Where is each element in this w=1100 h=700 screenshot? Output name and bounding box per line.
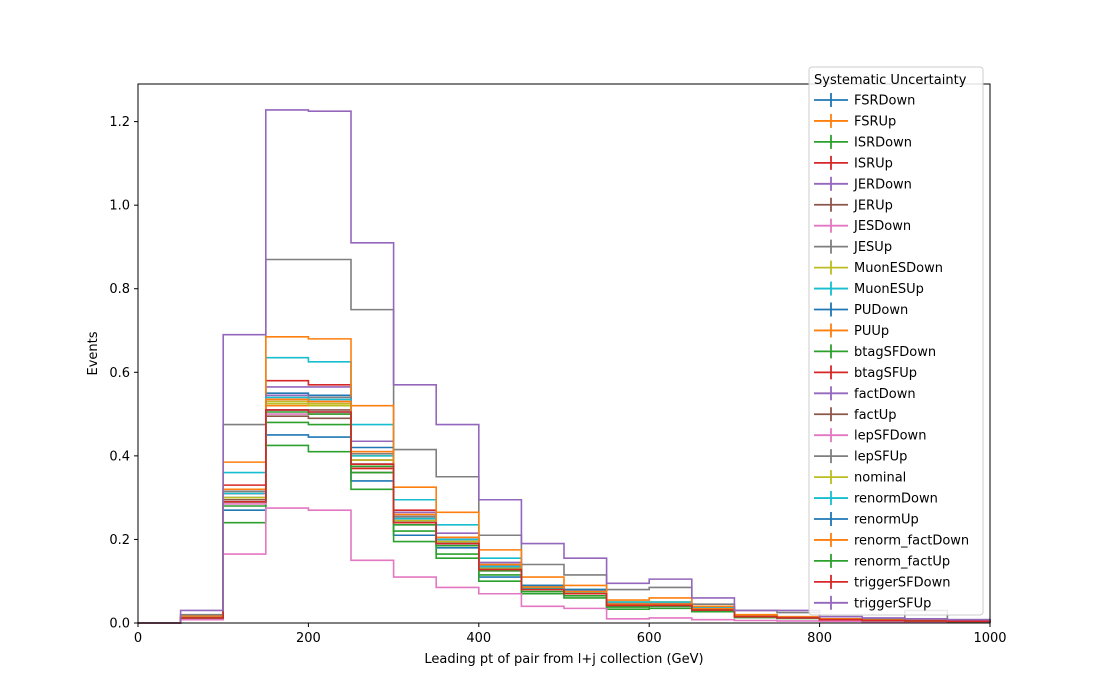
- legend-label: JESDown: [853, 219, 911, 234]
- y-axis-label: Events: [86, 331, 101, 375]
- y-tick-label: 0.4: [109, 449, 130, 464]
- legend-label: btagSFUp: [854, 366, 917, 381]
- legend-box: [808, 66, 984, 616]
- legend-label: JERDown: [853, 177, 912, 192]
- legend-label: renorm_factDown: [854, 533, 969, 548]
- legend-label: renorm_factUp: [854, 554, 950, 569]
- legend-label: renormUp: [854, 513, 919, 528]
- legend-label: triggerSFUp: [854, 596, 931, 611]
- legend: Systematic Uncertainty FSRDown FSRUp ISRDo…: [808, 66, 984, 616]
- y-tick-label: 1.2: [109, 115, 130, 130]
- legend-label: FSRUp: [854, 114, 896, 129]
- x-tick-label: 1000: [973, 631, 1006, 646]
- y-tick-label: 0.2: [109, 533, 130, 548]
- series-steps: [138, 109, 991, 624]
- legend-label: ISRDown: [854, 135, 912, 150]
- legend-label: JERUp: [853, 198, 893, 213]
- legend-label: MuonESUp: [854, 282, 924, 297]
- series-triggerSFDown: [138, 409, 991, 624]
- legend-label: PUUp: [854, 324, 889, 339]
- legend-label: triggerSFDown: [854, 575, 950, 590]
- y-tick-label: 0.6: [109, 366, 130, 381]
- x-tick-label: 0: [134, 631, 142, 646]
- legend-label: FSRDown: [854, 94, 915, 109]
- legend-label: renormDown: [854, 492, 938, 507]
- plot-frame: [137, 83, 991, 624]
- legend-label: factUp: [854, 408, 897, 423]
- x-axis-label: Leading pt of pair from l+j collection (…: [424, 652, 703, 667]
- x-tick-label: 200: [296, 631, 321, 646]
- legend-label: nominal: [854, 471, 906, 486]
- legend-label: factDown: [854, 387, 916, 402]
- y-tick-label: 0.8: [109, 282, 130, 297]
- legend-label: JESUp: [853, 240, 892, 255]
- x-tick-label: 600: [637, 631, 662, 646]
- y-tick-label: 0.0: [109, 617, 130, 632]
- legend-label: ISRUp: [854, 156, 893, 171]
- legend-items: FSRDown FSRUp ISRDown ISRUp JERDown JERUp JESD…: [814, 93, 969, 611]
- legend-label: MuonESDown: [854, 261, 943, 276]
- y-tick-label: 1.0: [109, 199, 130, 214]
- x-tick-label: 800: [807, 631, 832, 646]
- legend-label: lepSFUp: [854, 450, 907, 465]
- legend-label: btagSFDown: [854, 345, 936, 360]
- legend-label: lepSFDown: [854, 429, 926, 444]
- y-axis-ticks: 0.0 0.2 0.4 0.6 0.8 1.0 1.2: [109, 115, 138, 632]
- legend-label: PUDown: [854, 303, 908, 318]
- series-JESDown: [138, 507, 991, 624]
- series-triggerSFUp: [138, 109, 991, 624]
- legend-title: Systematic Uncertainty: [814, 73, 967, 88]
- x-axis-ticks: 0 200 400 600 800 1000: [134, 623, 1007, 646]
- x-tick-label: 400: [466, 631, 491, 646]
